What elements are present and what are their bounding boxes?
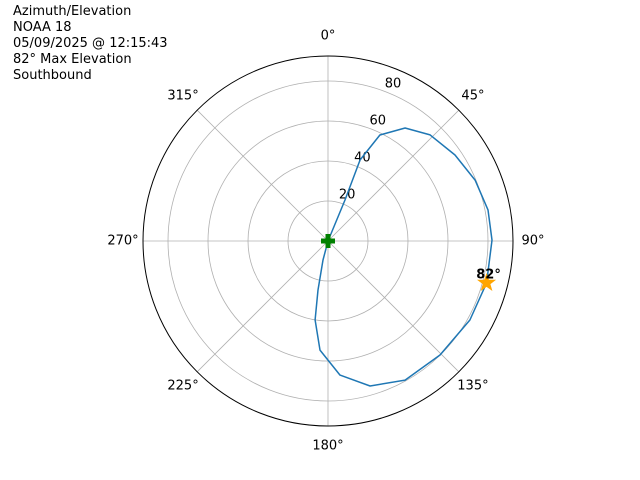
grid-spoke	[327, 240, 460, 373]
theta-tick-label: 45°	[461, 89, 484, 104]
title-line: Southbound	[13, 68, 92, 83]
max-marker	[477, 272, 497, 291]
theta-tick-label: 315°	[167, 89, 198, 104]
grid-spoke	[327, 109, 460, 242]
title-line: NOAA 18	[13, 20, 72, 35]
theta-tick-label: 135°	[457, 378, 488, 393]
max-label: 82°	[476, 267, 501, 282]
grid-spoke	[196, 109, 329, 242]
polar-frame	[142, 55, 514, 427]
title-line: 82° Max Elevation	[13, 52, 132, 67]
theta-tick-label: 225°	[167, 378, 198, 393]
track-line	[314, 127, 493, 387]
theta-tick-label: 0°	[321, 29, 336, 44]
start-marker	[321, 234, 335, 248]
theta-tick-label: 90°	[521, 234, 544, 249]
grid-spoke	[196, 240, 329, 373]
title-line: Azimuth/Elevation	[13, 4, 131, 19]
theta-tick-label: 270°	[107, 234, 138, 249]
title-line: 05/09/2025 @ 12:15:43	[13, 36, 168, 51]
theta-tick-label: 180°	[312, 439, 343, 454]
r-tick-label: 60	[369, 113, 386, 128]
r-tick-label: 80	[385, 76, 402, 91]
